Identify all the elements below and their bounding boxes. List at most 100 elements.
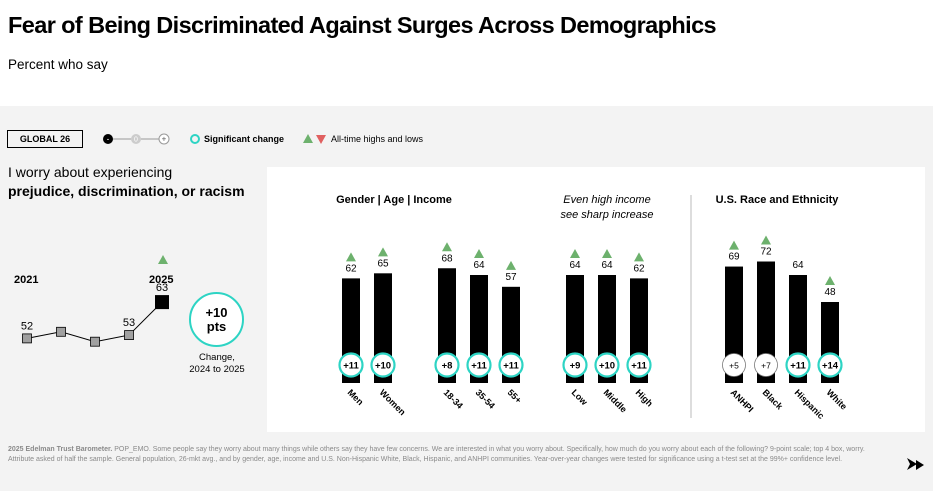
- category-label: ANHPI: [729, 387, 756, 414]
- change-circle: [434, 352, 460, 378]
- bar-value-label: 64: [473, 260, 485, 271]
- trend-marker: [56, 326, 66, 337]
- trend-marker: [90, 336, 100, 347]
- change-value-label: +11: [343, 361, 359, 372]
- group-header: see sharp increase: [561, 209, 654, 221]
- change-value-label: +7: [761, 361, 771, 371]
- change-value-label: +9: [570, 361, 581, 372]
- change-caption-line-2: 2024 to 2025: [189, 364, 245, 375]
- bar: [757, 261, 775, 383]
- footnote-source: 2025 Edelman Trust Barometer.: [8, 446, 113, 453]
- page-subtitle: Percent who say: [8, 57, 108, 72]
- category-label: 55+: [506, 387, 524, 405]
- change-value-label: +11: [631, 361, 647, 372]
- change-circle: [785, 352, 811, 378]
- change-value-label: +10: [599, 361, 615, 372]
- ring-icon: [190, 134, 200, 144]
- category-label: Middle: [602, 387, 629, 414]
- all-time-high-triangle-icon: [346, 252, 356, 262]
- change-circle: [722, 353, 746, 377]
- trend-marker: [124, 330, 134, 340]
- slider-plus-label: +: [162, 135, 167, 144]
- bar-value-label: 64: [569, 260, 581, 271]
- all-time-high-triangle-icon: [761, 235, 771, 245]
- change-circle: [498, 352, 524, 378]
- trend-high-triangle-icon: [158, 255, 168, 264]
- category-label: Low: [570, 387, 591, 408]
- slider-zero-knob[interactable]: [131, 134, 141, 144]
- change-value-label: +14: [822, 361, 839, 372]
- slider-minus-label: -: [107, 135, 110, 144]
- bar-value-label: 62: [633, 263, 645, 274]
- bar-value-label: 64: [792, 260, 804, 271]
- bar-value-label: 69: [728, 252, 740, 263]
- category-label: Black: [761, 387, 786, 412]
- trend-marker: [22, 333, 32, 344]
- category-label: 35-54: [474, 387, 497, 410]
- trend-year-start: 2021: [14, 274, 39, 286]
- change-circle: [370, 352, 396, 378]
- trend-value-label: 63: [156, 282, 168, 294]
- change-caption-line-1: Change,: [199, 352, 235, 363]
- slider-minus-knob[interactable]: [103, 134, 113, 144]
- legend-alltime-label: All-time highs and lows: [331, 134, 424, 144]
- legend-significant-label: Significant change: [204, 134, 285, 144]
- category-label: White: [825, 387, 849, 411]
- question-line-2: prejudice, discrimination, or racism: [8, 183, 245, 199]
- change-unit: pts: [206, 318, 227, 334]
- bar-value-label: 62: [345, 263, 357, 274]
- trend-marker: [155, 295, 169, 310]
- change-circle: [754, 353, 778, 377]
- category-label: High: [634, 387, 655, 408]
- global-selector[interactable]: GLOBAL 26: [7, 130, 83, 148]
- bar-value-label: 64: [601, 260, 613, 271]
- change-value-label: +5: [729, 361, 739, 371]
- all-time-high-triangle-icon: [506, 260, 516, 270]
- group-header: Gender | Age | Income: [336, 194, 452, 206]
- group-header: Even high income: [563, 194, 650, 206]
- all-time-high-triangle-icon: [825, 276, 835, 285]
- group-header: U.S. Race and Ethnicity: [716, 194, 840, 206]
- bar-value-label: 65: [377, 258, 389, 269]
- change-slider[interactable]: - 0 +: [102, 133, 170, 145]
- change-value-label: +8: [442, 361, 453, 372]
- bar-value-label: 57: [505, 272, 517, 283]
- change-value-label: +11: [790, 361, 806, 372]
- trend-value-label: 52: [21, 320, 33, 332]
- change-circle: [594, 352, 620, 378]
- all-time-high-triangle-icon: [474, 249, 484, 258]
- trend-year-end: 2025: [149, 274, 174, 286]
- triangle-up-icon: [303, 134, 313, 143]
- change-value-label: +10: [375, 361, 391, 372]
- bar-value-label: 72: [760, 247, 772, 258]
- change-circle: [817, 352, 843, 378]
- all-time-high-triangle-icon: [570, 249, 580, 258]
- footnote: 2025 Edelman Trust Barometer. POP_EMO. S…: [8, 445, 888, 465]
- category-label: Men: [346, 387, 366, 407]
- change-value-label: +11: [503, 361, 519, 372]
- trend-value-label: 53: [123, 317, 135, 329]
- bar: [725, 266, 743, 383]
- slider-zero-label: 0: [134, 137, 138, 144]
- bar-value-label: 48: [824, 287, 836, 298]
- slider-plus-knob[interactable]: [158, 133, 170, 145]
- change-value-label: +11: [471, 361, 487, 372]
- change-caption: Change, 2024 to 2025: [180, 352, 254, 376]
- category-label: 18-34: [442, 387, 465, 410]
- category-label: Hispanic: [793, 387, 827, 421]
- change-circle: [626, 352, 652, 378]
- change-badge: +10 pts: [189, 292, 244, 347]
- arrow-down-right-icon[interactable]: [905, 455, 925, 473]
- change-circle: [466, 352, 492, 378]
- bar-value-label: 68: [441, 253, 453, 264]
- all-time-high-triangle-icon: [729, 240, 739, 250]
- all-time-high-triangle-icon: [442, 242, 452, 252]
- page-title: Fear of Being Discriminated Against Surg…: [8, 12, 717, 38]
- footnote-text: POP_EMO. Some people say they worry abou…: [8, 446, 865, 463]
- question-line-1: I worry about experiencing: [8, 164, 173, 180]
- all-time-high-triangle-icon: [602, 249, 612, 258]
- change-value: +10: [205, 304, 228, 320]
- all-time-high-triangle-icon: [634, 252, 644, 262]
- all-time-high-triangle-icon: [378, 247, 388, 257]
